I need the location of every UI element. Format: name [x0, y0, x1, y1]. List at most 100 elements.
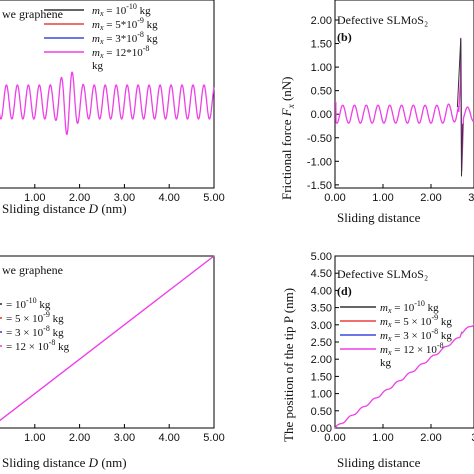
- legend-sup: -8: [437, 341, 444, 350]
- legend-entry: mx = 12*10-8: [92, 44, 149, 60]
- x-tick-label: 5.00: [203, 432, 224, 444]
- x-label-suffix: (nm): [98, 201, 127, 216]
- y-axis-label-d: The position of the tip P (nm): [281, 288, 296, 442]
- legend-sup: -8: [431, 327, 438, 336]
- legend-entry: mx = 10-10 kg: [380, 299, 439, 315]
- panel-letter-b: (b): [337, 30, 352, 44]
- y-tick-label: 0.00: [311, 423, 332, 435]
- x-label-prefix: Sliding distance: [2, 201, 89, 216]
- legend-sup: -10: [26, 296, 37, 305]
- legend-sub: x: [387, 334, 392, 343]
- x-label-var: D: [88, 455, 99, 470]
- x-label-prefix: Sliding distance: [2, 455, 89, 470]
- legend-eq: = 12*10: [104, 47, 144, 59]
- legend-entry: mx = 3*10-8 kg: [92, 30, 158, 46]
- paren-close: ): [348, 284, 352, 298]
- y-label-suffix: (nN): [279, 77, 294, 105]
- y-tick-label: -1.00: [307, 156, 332, 168]
- legend-eq: = 10: [392, 302, 415, 314]
- y-label-var: F: [279, 107, 294, 117]
- legend-eq: = 5 × 10: [392, 316, 432, 328]
- y-tick-label: 0.50: [311, 406, 332, 418]
- panel-letter-text: b: [341, 30, 348, 44]
- panel-annotation-d: Defective SLMoS₂: [337, 267, 428, 281]
- x-tick-label: 2.00: [69, 432, 90, 444]
- legend-unit: kg: [137, 5, 151, 17]
- y-tick-label: 2.00: [311, 15, 332, 27]
- legend-symbol: m: [92, 33, 100, 45]
- x-tick-label: 3.00: [114, 192, 135, 204]
- y-tick-label: 3.00: [311, 320, 332, 332]
- x-tick-label: 0.00: [324, 432, 345, 444]
- legend-unit: kg: [144, 19, 158, 31]
- legend-eq: = 5*10: [104, 19, 138, 31]
- plot-frame-b: [334, 0, 474, 189]
- y-tick-label: 1.50: [311, 39, 332, 51]
- x-tick-label: 2.00: [420, 432, 441, 444]
- x-tick-label: 3.00: [468, 192, 474, 204]
- legend-symbol: m: [92, 5, 100, 17]
- legend-unit: kg: [50, 327, 64, 339]
- panel-letter-d: (d): [337, 284, 352, 298]
- x-axis-label-a: Sliding distance D (nm): [2, 201, 127, 216]
- legend-entry: = 3 × 10-8 kg: [6, 324, 64, 339]
- y-tick-label: 3.50: [311, 303, 332, 315]
- legend-eq: = 5 × 10: [6, 313, 44, 325]
- legend-sup: -8: [49, 338, 56, 347]
- paren-close: ): [348, 30, 352, 44]
- legend-sub: x: [387, 348, 392, 357]
- legend-entry: mx = 5 × 10-9 kg: [380, 313, 452, 329]
- x-tick-label: 2.00: [420, 192, 441, 204]
- legend-symbol: m: [380, 302, 388, 314]
- legend-sub: x: [99, 37, 104, 46]
- paren-open: (: [337, 284, 341, 298]
- x-axis-label-b: Sliding distance: [337, 210, 421, 225]
- legend-entry: = 12 × 10-8 kg: [6, 338, 70, 353]
- y-tick-label: 2.50: [311, 337, 332, 349]
- legend-sub: x: [387, 320, 392, 329]
- y-tick-label: 1.00: [311, 62, 332, 74]
- legend-unit: kg: [37, 299, 51, 311]
- legend-entry: mx = 5*10-9 kg: [92, 16, 158, 32]
- legend-sub: x: [99, 23, 104, 32]
- legend-sup: -8: [137, 30, 144, 39]
- x-tick-label: 3.0: [471, 432, 474, 444]
- legend-eq: = 12 × 10: [392, 344, 438, 356]
- legend-unit: kg: [438, 330, 452, 342]
- x-tick-label: 5.00: [203, 192, 224, 204]
- series-line-b: [335, 38, 474, 171]
- x-tick-label: 4.00: [158, 432, 179, 444]
- x-tick-label: 3.00: [114, 432, 135, 444]
- series-line-d: [334, 324, 474, 429]
- legend-entry: mx = 10-10 kg: [92, 2, 151, 18]
- x-tick-label: 1.00: [372, 192, 393, 204]
- legend-eq: = 12 × 10: [6, 341, 49, 353]
- x-label-suffix: (nm): [98, 455, 127, 470]
- x-axis-label-d: Sliding distance: [337, 455, 421, 470]
- x-axis-label-c: Sliding distance D (nm): [2, 455, 127, 470]
- series-line-a: [0, 71, 215, 136]
- x-tick-label: 0.00: [324, 192, 345, 204]
- y-tick-label: -0.50: [307, 133, 332, 145]
- legend-eq: = 3 × 10: [392, 330, 432, 342]
- plot-frame-c: [0, 255, 215, 429]
- legend-sup: -8: [143, 44, 150, 53]
- paren-open: (: [337, 30, 341, 44]
- legend-sub: x: [99, 9, 104, 18]
- panel-annotation-c: we graphene: [2, 263, 63, 277]
- y-label-sub: x: [286, 104, 296, 109]
- y-tick-label: 4.50: [311, 268, 332, 280]
- legend-unit: kg: [438, 316, 452, 328]
- legend-unit: kg: [144, 33, 158, 45]
- legend-eq: = 10: [104, 5, 127, 17]
- y-tick-label: 1.50: [311, 371, 332, 383]
- legend-unit: kg: [55, 341, 69, 353]
- panel-letter-text: d: [341, 284, 348, 298]
- y-tick-label: 0.00: [311, 109, 332, 121]
- legend-sup: -9: [43, 310, 50, 319]
- legend-unit-line2: kg: [92, 60, 104, 72]
- legend-entry: mx = 12 × 10-8: [380, 341, 444, 357]
- panel-annotation-b: Defective SLMoS₂: [337, 13, 428, 27]
- x-tick-label: 2.00: [69, 192, 90, 204]
